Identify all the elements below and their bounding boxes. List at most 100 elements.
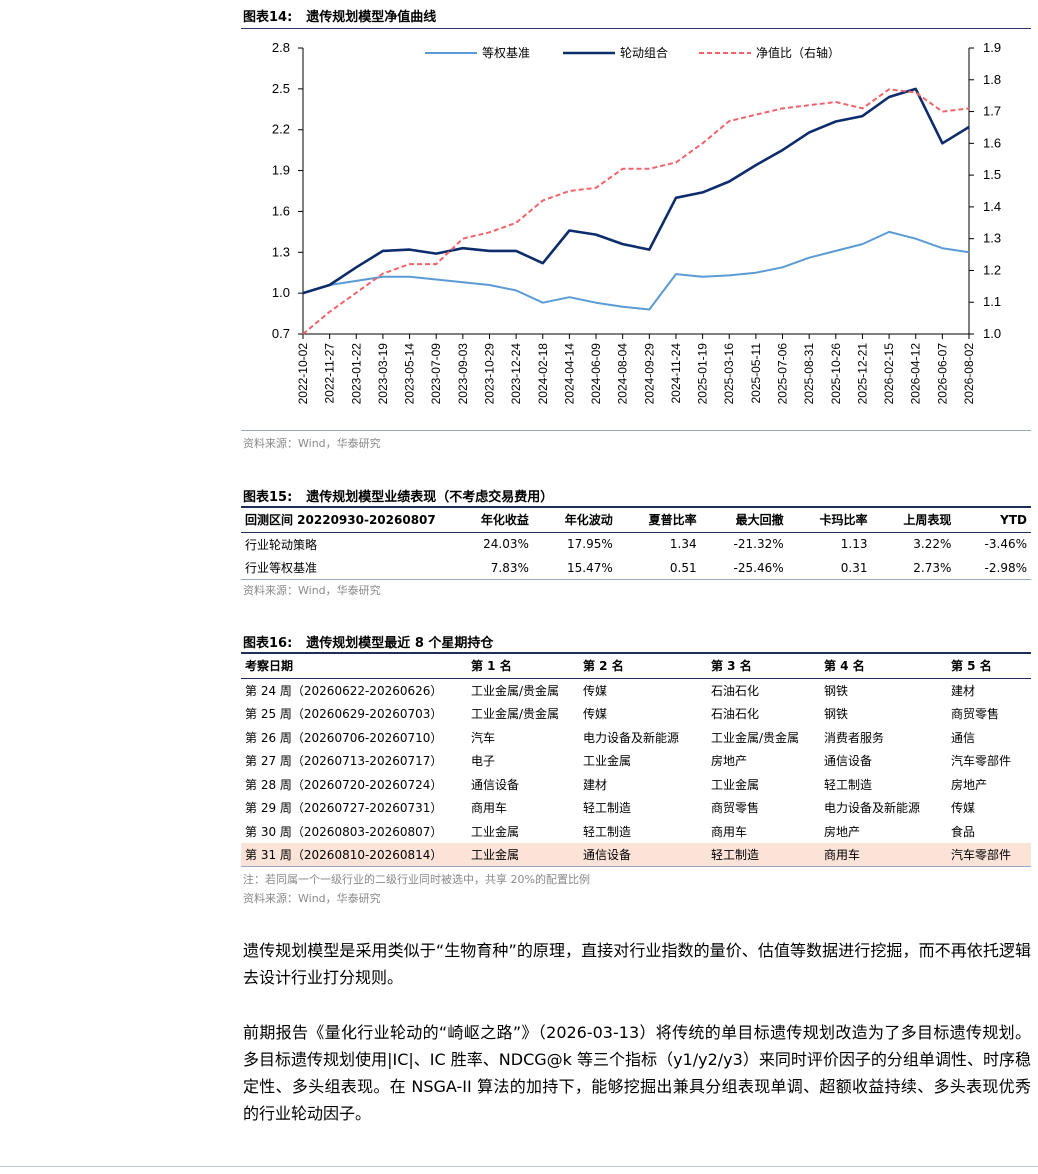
fig16-bottom-rule — [241, 866, 1031, 867]
y-right-tick-label: 1.3 — [983, 231, 1001, 246]
net-value-chart: 0.7 1.0 1.3 1.6 1.9 2.2 2.5 2.8 1.0 1.1 1.2 1.3 1.4 1… — [272, 40, 1001, 405]
hold-cell: 传媒 — [583, 683, 608, 698]
fig15-title-text: 遗传规划模型业绩表现（不考虑交易费用） — [306, 490, 554, 505]
fig16-note: 注：若同属一个一级行业的二级行业同时被选中，共享 20%的配置比例 — [243, 873, 590, 886]
perf-cell: 1.34 — [669, 537, 697, 552]
hold-cell: 传媒 — [951, 801, 976, 816]
fig14-title: 图表14: 遗传规划模型净值曲线 — [243, 6, 436, 25]
hold-cell: 工业金属/贵金属 — [471, 707, 560, 722]
hold-cell: 房地产 — [711, 754, 748, 769]
y-right-tick-label: 1.7 — [983, 104, 1001, 119]
x-tick-label: 2022-10-02 — [296, 343, 310, 405]
fig15-bottom-rule — [241, 579, 1031, 580]
hold-cell: 第 29 周（20260727-20260731） — [245, 801, 443, 816]
hold-cell: 传媒 — [583, 707, 608, 722]
series-line-1 — [302, 87, 970, 295]
perf-cell: 行业等权基准 — [245, 561, 318, 576]
body-paragraph-2: 前期报告《量化行业轮动的“崎岖之路”》（2026-03-13）将传统的单目标遗传… — [243, 1023, 1031, 1123]
x-tick-label: 2025-10-26 — [829, 343, 843, 405]
x-tick-label: 2026-02-15 — [882, 343, 896, 405]
legend-label-0: 等权基准 — [482, 46, 530, 60]
perf-cell: 1.13 — [840, 537, 868, 552]
holdings-header-row: 考察日期 第 1 名 第 2 名 第 3 名 第 4 名 第 5 名 — [241, 654, 1031, 678]
series-line-0 — [302, 230, 970, 311]
hold-cell: 汽车零部件 — [947, 843, 1031, 867]
perf-cell: -21.32% — [733, 537, 784, 552]
hold-cell: 商用车 — [711, 824, 748, 839]
hold-cell: 消费者服务 — [824, 730, 885, 745]
hold-header-rank5: 第 5 名 — [951, 659, 992, 674]
hold-cell: 工业金属 — [471, 824, 520, 839]
y-left-tick-label: 1.0 — [272, 285, 290, 300]
hold-cell: 第 27 周（20260713-20260717） — [245, 754, 443, 769]
perf-cell: 17.95% — [566, 537, 613, 552]
x-tick-label: 2023-07-09 — [429, 343, 443, 405]
hold-cell: 轻工制造 — [583, 801, 632, 816]
x-tick-label: 2023-03-19 — [376, 343, 390, 405]
fig16-source: 资料来源：Wind，华泰研究 — [243, 892, 381, 905]
y-right-tick-label: 1.1 — [983, 294, 1001, 309]
performance-table: 回测区间 20220930-20260807 年化收益 年化波动 夏普比率 最大… — [241, 508, 1031, 580]
perf-header-sharpe: 夏普比率 — [648, 513, 697, 528]
perf-header-annual-return: 年化收益 — [480, 513, 529, 528]
hold-cell: 电子 — [471, 754, 496, 769]
perf-cell: 15.47% — [566, 560, 613, 575]
hold-cell: 通信设备 — [471, 777, 520, 792]
hold-cell: 石油石化 — [711, 707, 760, 722]
hold-header-rank1: 第 1 名 — [471, 659, 512, 674]
hold-cell: 工业金属/贵金属 — [471, 683, 560, 698]
perf-cell: -2.98% — [984, 560, 1027, 575]
hold-cell: 第 31 周（20260810-20260814） — [241, 843, 467, 867]
perf-cell: 行业轮动策略 — [245, 537, 318, 552]
perf-header-max-drawdown: 最大回撤 — [735, 513, 784, 528]
fig14-bottom-rule — [241, 430, 1031, 431]
legend-label-2: 净值比（右轴） — [756, 45, 840, 60]
y-right-tick-label: 1.8 — [983, 72, 1001, 87]
perf-cell: -25.46% — [733, 560, 784, 575]
fig15-top-rule — [241, 506, 1031, 508]
x-tick-label: 2025-03-16 — [722, 343, 736, 405]
hold-cell: 钢铁 — [824, 683, 849, 698]
hold-cell: 第 25 周（20260629-20260703） — [245, 707, 443, 722]
x-tick-label: 2024-02-18 — [536, 343, 550, 405]
table-row: 第 26 周（20260706-20260710） 汽车 电力设备及新能源 工业… — [241, 726, 1031, 750]
fig15-source: 资料来源：Wind，华泰研究 — [243, 584, 381, 597]
x-tick-label: 2023-01-22 — [349, 343, 363, 405]
table-row: 第 29 周（20260727-20260731） 商用车 轻工制造 商贸零售 … — [241, 796, 1031, 820]
perf-header-period: 回测区间 20220930-20260807 — [245, 513, 436, 528]
hold-header-rank2: 第 2 名 — [583, 659, 624, 674]
hold-cell: 汽车 — [471, 730, 496, 745]
y-left-tick-label: 0.7 — [272, 326, 290, 341]
y-left-tick-label: 1.9 — [272, 163, 290, 178]
y-right-tick-label: 1.6 — [983, 135, 1001, 150]
table-row: 第 28 周（20260720-20260724） 通信设备 建材 工业金属 轻… — [241, 773, 1031, 797]
x-tick-label: 2023-12-24 — [509, 343, 523, 405]
hold-cell: 第 26 周（20260706-20260710） — [245, 730, 443, 745]
y-left-tick-label: 2.5 — [272, 81, 290, 96]
table-row: 第 24 周（20260622-20260626） 工业金属/贵金属 传媒 石油… — [241, 678, 1031, 702]
hold-cell: 通信 — [951, 730, 976, 745]
y-left-tick-label: 1.6 — [272, 203, 290, 218]
hold-cell: 轻工制造 — [583, 824, 632, 839]
hold-cell: 钢铁 — [824, 707, 849, 722]
hold-cell: 食品 — [951, 824, 976, 839]
x-tick-label: 2025-05-11 — [749, 343, 763, 404]
page-bottom-rule — [0, 1166, 1038, 1167]
x-tick-label: 2024-06-09 — [589, 343, 603, 405]
x-tick-label: 2026-08-02 — [962, 343, 976, 405]
fig14-title-text: 遗传规划模型净值曲线 — [306, 10, 437, 25]
table-row: 行业等权基准 7.83% 15.47% 0.51 -25.46% 0.31 2.… — [241, 556, 1031, 580]
fig16-number: 图表16: — [243, 636, 293, 651]
hold-cell: 工业金属 — [467, 843, 579, 867]
x-tick-label: 2024-04-14 — [562, 343, 576, 405]
holdings-table: 考察日期 第 1 名 第 2 名 第 3 名 第 4 名 第 5 名 第 24 … — [241, 654, 1031, 867]
y-right-tick-label: 1.9 — [983, 40, 1001, 55]
hold-cell: 第 24 周（20260622-20260626） — [245, 683, 443, 698]
y-right-tick-label: 1.2 — [983, 262, 1001, 277]
hold-cell: 汽车零部件 — [951, 754, 1012, 769]
hold-header-rank3: 第 3 名 — [711, 659, 752, 674]
y-left-tick-label: 2.2 — [272, 122, 290, 137]
hold-cell: 商贸零售 — [951, 707, 1000, 722]
hold-cell: 第 30 周（20260803-20260807） — [245, 824, 443, 839]
perf-cell: 3.22% — [913, 537, 952, 552]
